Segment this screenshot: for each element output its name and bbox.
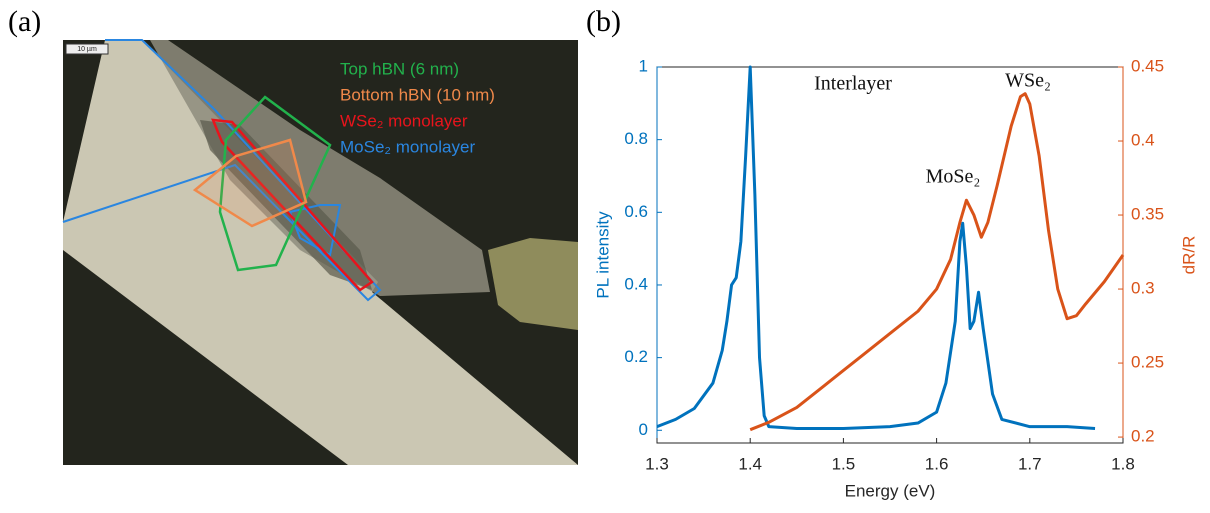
y2-tick-label: 0.2 bbox=[1131, 427, 1155, 446]
panel-label: (b) bbox=[586, 5, 621, 38]
bottom-hbn-outline bbox=[192, 138, 308, 228]
x-tick-label: 1.8 bbox=[1111, 454, 1135, 473]
legend-label: Top hBN (6 nm) bbox=[340, 59, 459, 78]
image-legend: Top hBN (6 nm) Bottom hBN (10 nm) WSe₂ mon… bbox=[340, 59, 495, 156]
mose2-outline bbox=[288, 204, 342, 257]
micrograph: 10 µm Top hBN (6 nm) Bottom hBN (10 nm) WS… bbox=[62, 39, 578, 465]
y2-tick-label: 0.25 bbox=[1131, 353, 1164, 372]
flake bbox=[200, 120, 372, 290]
x-tick-label: 1.4 bbox=[738, 454, 762, 473]
x-axis-label: Energy (eV) bbox=[845, 481, 936, 500]
series-line bbox=[749, 92, 1125, 432]
scale-bar bbox=[65, 43, 109, 55]
annotation: WSe₂ bbox=[1005, 70, 1051, 92]
x-tick-label: 1.6 bbox=[925, 454, 949, 473]
y2-tick-label: 0.4 bbox=[1131, 131, 1155, 150]
y-tick-label: 0.6 bbox=[624, 202, 648, 221]
x-tick-label: 1.3 bbox=[645, 454, 669, 473]
y-tick-label: 1 bbox=[639, 56, 648, 75]
chart: 1.3 1.4 1.5 1.6 1.7 1.8 0 0.2 0.4 0.6 0.8 1 0.2 0.25 0… bbox=[593, 56, 1198, 500]
y2-tick-label: 0.45 bbox=[1131, 56, 1164, 75]
y2-tick-label: 0.3 bbox=[1131, 279, 1155, 298]
y-tick-label: 0 bbox=[639, 420, 648, 439]
x-tick-label: 1.7 bbox=[1018, 454, 1042, 473]
flake bbox=[488, 238, 578, 330]
y-tick-label: 0.8 bbox=[624, 129, 648, 148]
legend-label: WSe₂ monolayer bbox=[340, 111, 468, 130]
legend-label: MoSe₂ monolayer bbox=[340, 137, 475, 156]
legend-label: Bottom hBN (10 nm) bbox=[340, 85, 495, 104]
series-line bbox=[656, 65, 1096, 430]
y-tick-label: 0.4 bbox=[624, 274, 648, 293]
y2-axis-label: dR/R bbox=[1179, 236, 1198, 275]
x-tick-label: 1.5 bbox=[832, 454, 856, 473]
panel-label: (a) bbox=[8, 5, 41, 38]
mose2-outline bbox=[62, 39, 382, 302]
y-tick-label: 0.2 bbox=[624, 347, 648, 366]
y-axis-label: PL intensity bbox=[593, 211, 612, 299]
annotation: Interlayer bbox=[814, 73, 892, 95]
y2-tick-label: 0.35 bbox=[1131, 205, 1164, 224]
top-hbn-outline bbox=[218, 95, 332, 272]
annotation: MoSe₂ bbox=[926, 166, 981, 188]
scale-bar-label: 10 µm bbox=[77, 46, 97, 53]
wse2-outline bbox=[211, 118, 374, 292]
